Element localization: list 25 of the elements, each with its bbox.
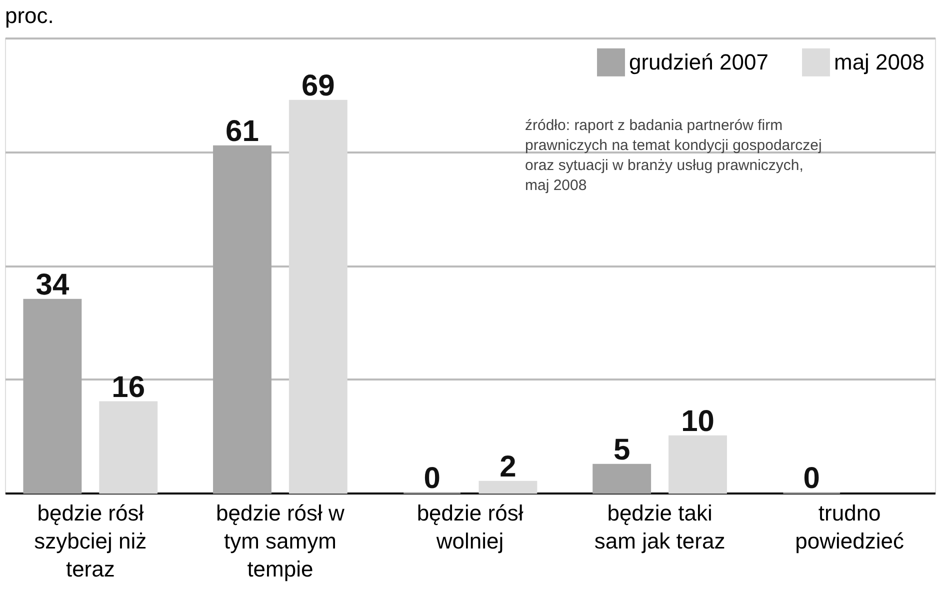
chart-title: proc. (5, 3, 54, 28)
x-tick-label: będzie rósł wolniej (416, 500, 524, 554)
data-label: 61 (226, 115, 259, 148)
data-label: 5 (613, 434, 630, 467)
x-tick-label: będzie taki sam jak teraz (594, 500, 726, 554)
x-tick-label: trudno powiedzieć (795, 500, 904, 554)
x-tick-label: będzie rósł szybciej niż teraz (34, 500, 147, 582)
data-label: 16 (112, 371, 146, 404)
annotation: źródło: raport z badania partnerów firm prawniczych na temat kondycji gospodarczej oraz sytuacji w branży usług prawniczych, maj 2008 (525, 117, 822, 194)
data-label: 2 (500, 450, 516, 484)
legend-label: grudzień 2007 (629, 49, 768, 74)
x-tick-label: będzie rósł w tym samym tempie (216, 500, 345, 582)
bar (23, 298, 82, 494)
bar (478, 480, 538, 494)
bar (668, 435, 727, 494)
bar (592, 464, 652, 494)
data-label: 69 (301, 70, 335, 103)
data-label: 34 (36, 268, 70, 302)
legend-label: maj 2008 (834, 49, 925, 74)
bar (213, 145, 272, 494)
bar (288, 100, 348, 494)
data-label: 0 (803, 462, 820, 495)
data-label: 10 (681, 405, 714, 438)
data-label: 0 (424, 462, 440, 495)
bar (99, 401, 158, 494)
